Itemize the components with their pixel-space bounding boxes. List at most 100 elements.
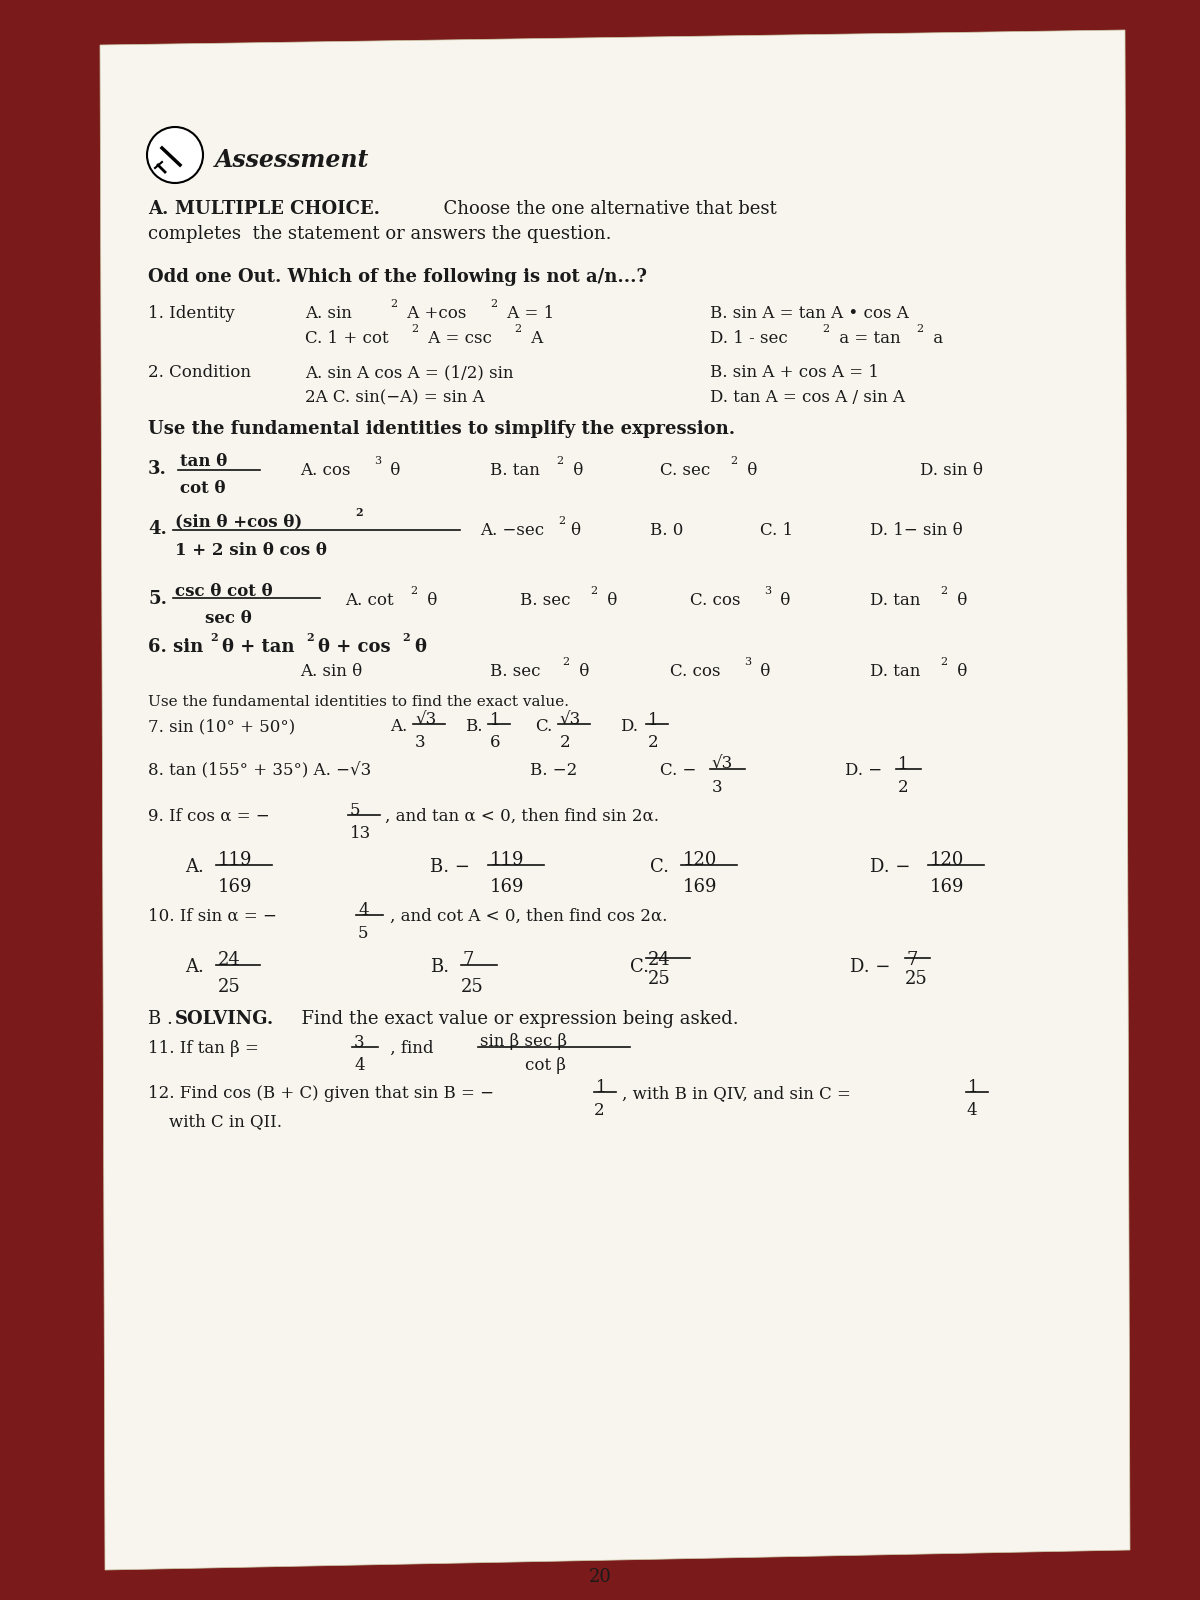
Text: 11. If tan β =: 11. If tan β = <box>148 1040 264 1058</box>
Text: A.: A. <box>185 958 204 976</box>
Text: csc θ cot θ: csc θ cot θ <box>175 582 272 600</box>
Text: B. sec: B. sec <box>520 592 570 610</box>
Text: θ: θ <box>385 462 401 478</box>
Text: 3: 3 <box>744 658 751 667</box>
Text: A +cos: A +cos <box>402 306 467 322</box>
Text: 5.: 5. <box>148 590 167 608</box>
Text: C. −: C. − <box>660 762 696 779</box>
Text: tan θ: tan θ <box>180 453 227 470</box>
Text: 2: 2 <box>410 323 418 334</box>
Text: B. sin A = tan A • cos A: B. sin A = tan A • cos A <box>710 306 908 322</box>
Text: 6. sin: 6. sin <box>148 638 203 656</box>
Text: 2: 2 <box>490 299 497 309</box>
Text: Choose the one alternative that best: Choose the one alternative that best <box>432 200 776 218</box>
Text: , and tan α < 0, then find sin 2α.: , and tan α < 0, then find sin 2α. <box>385 808 659 826</box>
Text: Find the exact value or expression being asked.: Find the exact value or expression being… <box>290 1010 739 1029</box>
Text: with C in QII.: with C in QII. <box>148 1114 282 1130</box>
Text: A. sin θ: A. sin θ <box>300 662 362 680</box>
Text: √3: √3 <box>560 712 581 730</box>
Text: D. −: D. − <box>845 762 882 779</box>
Text: 2: 2 <box>210 632 217 643</box>
Text: 25: 25 <box>461 978 484 995</box>
Text: C.: C. <box>630 958 649 976</box>
Text: C.: C. <box>535 718 552 734</box>
Text: completes  the statement or answers the question.: completes the statement or answers the q… <box>148 226 612 243</box>
Text: √3: √3 <box>415 712 437 730</box>
Text: B.: B. <box>430 958 449 976</box>
Text: A. sin A cos A = (1/2) sin: A. sin A cos A = (1/2) sin <box>305 365 514 381</box>
Text: θ: θ <box>755 662 770 680</box>
Text: D. tan A = cos A / sin A: D. tan A = cos A / sin A <box>710 389 905 406</box>
Text: θ: θ <box>952 662 967 680</box>
Text: 9. If cos α = −: 9. If cos α = − <box>148 808 270 826</box>
Text: 3: 3 <box>354 1034 365 1051</box>
Text: A.: A. <box>185 858 204 877</box>
Text: 2: 2 <box>940 658 947 667</box>
Text: 2: 2 <box>556 456 563 466</box>
Text: 1: 1 <box>968 1078 979 1096</box>
Text: 20: 20 <box>588 1568 612 1586</box>
Text: 25: 25 <box>905 970 928 987</box>
Text: sin β sec β: sin β sec β <box>480 1034 568 1050</box>
Text: A. cot: A. cot <box>346 592 394 610</box>
Text: 10. If sin α = −: 10. If sin α = − <box>148 909 277 925</box>
Text: C. cos: C. cos <box>670 662 720 680</box>
Text: B. sin A + cos A = 1: B. sin A + cos A = 1 <box>710 365 878 381</box>
Text: 5: 5 <box>358 925 368 942</box>
Text: θ: θ <box>574 662 589 680</box>
Text: θ: θ <box>570 522 580 539</box>
Text: 3: 3 <box>374 456 382 466</box>
Text: C.: C. <box>650 858 670 877</box>
Text: SOLVING.: SOLVING. <box>175 1010 275 1029</box>
Text: A. −sec: A. −sec <box>480 522 544 539</box>
Text: D. −: D. − <box>850 958 890 976</box>
Text: 2: 2 <box>590 586 598 595</box>
Text: 24: 24 <box>218 950 241 970</box>
Text: B. −: B. − <box>430 858 470 877</box>
Text: 2: 2 <box>390 299 397 309</box>
Text: D.: D. <box>620 718 638 734</box>
Text: θ: θ <box>742 462 757 478</box>
Text: 1. Identity: 1. Identity <box>148 306 235 322</box>
Text: θ: θ <box>568 462 583 478</box>
Text: C. 1 + cot: C. 1 + cot <box>305 330 389 347</box>
Text: θ: θ <box>602 592 617 610</box>
Text: A.: A. <box>390 718 407 734</box>
Text: 2: 2 <box>560 734 571 750</box>
Text: θ + tan: θ + tan <box>222 638 294 656</box>
Text: 2. Condition: 2. Condition <box>148 365 251 381</box>
Text: (sin θ +cos θ): (sin θ +cos θ) <box>175 514 302 530</box>
Text: 1: 1 <box>490 712 500 730</box>
Text: 120: 120 <box>683 851 718 869</box>
Text: Assessment: Assessment <box>215 149 370 171</box>
Text: 119: 119 <box>218 851 252 869</box>
Text: 2: 2 <box>594 1102 605 1118</box>
Text: C. 1: C. 1 <box>760 522 793 539</box>
Text: √3: √3 <box>712 757 733 773</box>
Text: 24: 24 <box>648 950 671 970</box>
Text: A. sin: A. sin <box>305 306 352 322</box>
Text: 2: 2 <box>402 632 409 643</box>
Text: 2: 2 <box>410 586 418 595</box>
Text: a = tan: a = tan <box>834 330 901 347</box>
Text: 2A C. sin(−A) = sin A: 2A C. sin(−A) = sin A <box>305 389 485 406</box>
Text: 2: 2 <box>940 586 947 595</box>
Text: 2: 2 <box>648 734 659 750</box>
Text: θ + cos: θ + cos <box>318 638 391 656</box>
Text: 3.: 3. <box>148 461 167 478</box>
Text: A: A <box>526 330 544 347</box>
Text: D. tan: D. tan <box>870 592 920 610</box>
Text: 6: 6 <box>490 734 500 750</box>
Text: 5: 5 <box>350 802 360 819</box>
Text: 2: 2 <box>730 456 737 466</box>
Text: 7: 7 <box>907 950 918 970</box>
Text: 169: 169 <box>930 878 965 896</box>
Text: B .: B . <box>148 1010 179 1029</box>
Text: 169: 169 <box>218 878 252 896</box>
Text: 1 + 2 sin θ cos θ: 1 + 2 sin θ cos θ <box>175 542 326 558</box>
Text: Use the fundamental identities to find the exact value.: Use the fundamental identities to find t… <box>148 694 569 709</box>
Polygon shape <box>100 30 1130 1570</box>
Text: 7: 7 <box>463 950 474 970</box>
Text: 120: 120 <box>930 851 965 869</box>
Text: 2: 2 <box>898 779 908 795</box>
